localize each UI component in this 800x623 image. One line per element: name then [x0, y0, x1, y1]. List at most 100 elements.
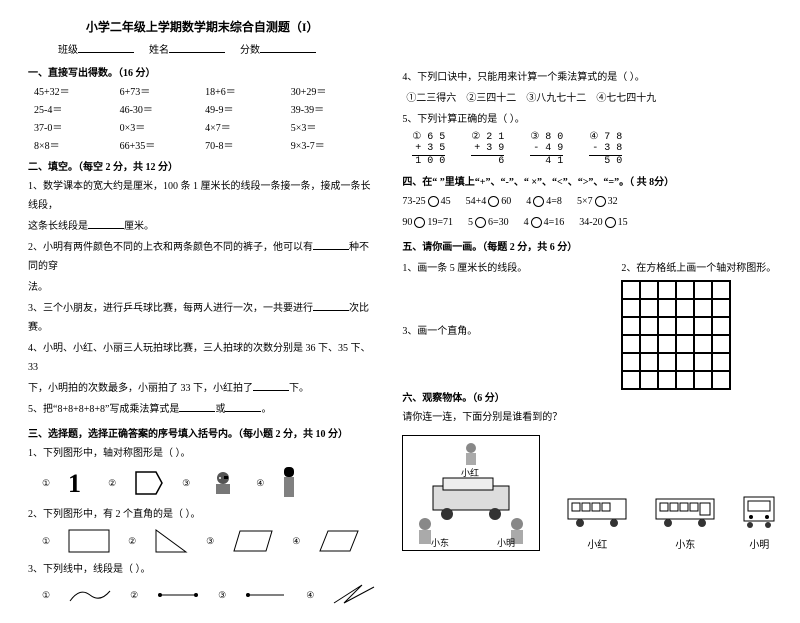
b: - 3 8	[589, 143, 622, 154]
text: 厘米。	[124, 221, 154, 232]
svg-text:1: 1	[68, 470, 81, 496]
s5-heading: 五、请你画一画。（每题 2 分，共 6 分）	[402, 238, 776, 253]
t: 60	[501, 196, 511, 207]
t: 5	[468, 217, 473, 228]
trapezoid-icon	[232, 529, 274, 553]
rectangle-icon	[68, 529, 110, 553]
label: 小东	[654, 536, 716, 551]
s1-cell: 9×3-7＝	[291, 137, 377, 152]
observation-row: 小红 小东 小明 小红 小东 小明	[402, 435, 776, 551]
grid-6x6[interactable]	[621, 280, 731, 390]
text: 。	[261, 404, 271, 415]
s1-cell: 45+32＝	[34, 83, 120, 98]
s2-q2c: 法。	[28, 278, 376, 297]
score-blank[interactable]	[260, 42, 316, 53]
opt: ②三四十二	[466, 93, 516, 104]
s6-heading: 六、观察物体。（6 分）	[402, 389, 621, 404]
s1-cell: 70-8＝	[205, 137, 291, 152]
s5-q3: 3、画一个直角。	[402, 322, 621, 341]
s5-q2: 2、在方格纸上画一个轴对称图形。	[621, 259, 776, 278]
text: 1、数学课本的宽大约是厘米，100 条 1 厘米长的线段一条接一条，接成一条长线…	[28, 181, 371, 211]
n: ①	[412, 132, 421, 143]
opt2: ②	[108, 478, 116, 489]
blank[interactable]	[313, 300, 349, 311]
circle-blank[interactable]	[428, 196, 439, 207]
scene-br-label: 小明	[497, 538, 515, 548]
bus-side-icon	[566, 493, 628, 529]
text: 2、小明有两件颜色不同的上衣和两条颜色不同的裤子，他可以有	[28, 242, 313, 253]
r: 1 0 0	[412, 156, 445, 167]
blank[interactable]	[225, 401, 261, 412]
class-label: 班级	[58, 45, 78, 56]
a: 8 0	[545, 132, 563, 143]
opt4: ④	[292, 536, 300, 547]
circle-blank[interactable]	[605, 217, 616, 228]
s1-cell: 66+35＝	[120, 137, 206, 152]
circle-blank[interactable]	[475, 217, 486, 228]
blank[interactable]	[88, 218, 124, 229]
s2-q1b: 这条长线段是 厘米。	[28, 217, 376, 236]
t: 19=71	[427, 217, 453, 228]
opt3: ③	[206, 536, 214, 547]
s3-q1: 1、下列图形中，轴对称图形是（ ）。	[28, 444, 376, 463]
circle-blank[interactable]	[595, 196, 606, 207]
header-line: 班级 姓名 分数	[28, 41, 376, 56]
r: 5 0	[589, 156, 622, 167]
bus-front-icon	[742, 493, 776, 529]
t: 45	[441, 196, 451, 207]
blank[interactable]	[253, 380, 289, 391]
s2-q3: 3、三个小朋友，进行乒乓球比赛，每两人进行一次，一共要进行次比赛。	[28, 299, 376, 337]
opt2: ②	[130, 590, 138, 601]
opt1: ①	[42, 536, 50, 547]
t: 32	[608, 196, 618, 207]
a: 2 1	[486, 132, 504, 143]
opt4: ④	[306, 590, 314, 601]
vcalc: ① 6 5+ 3 51 0 0	[412, 131, 445, 167]
opt3: ③	[182, 478, 190, 489]
circle-blank[interactable]	[533, 196, 544, 207]
text: 法。	[28, 282, 48, 293]
s2-heading: 二、填空。（每空 2 分，共 12 分）	[28, 158, 376, 173]
page-title: 小学二年级上学期数学期末综合自测题（I）	[28, 18, 376, 35]
t: 73-25	[402, 196, 425, 207]
t: 34-20	[579, 217, 602, 228]
s3-q2-shapes: ① ② ③ ④	[42, 528, 376, 554]
circle-blank[interactable]	[414, 217, 425, 228]
s5-q1: 1、画一条 5 厘米长的线段。	[402, 259, 621, 278]
label: 小红	[566, 536, 628, 551]
text: 3、三个小朋友，进行乒乓球比赛，每两人进行一次，一共要进行	[28, 303, 313, 314]
b: + 3 9	[471, 143, 504, 154]
s2-q1: 1、数学课本的宽大约是厘米，100 条 1 厘米长的线段一条接一条，接成一条长线…	[28, 177, 376, 215]
s1-cell: 6+73＝	[120, 83, 206, 98]
n: ④	[589, 132, 598, 143]
s1-heading: 一、直接写出得数。（16 分）	[28, 64, 376, 79]
blank[interactable]	[313, 239, 349, 250]
s1-cell: 39-39＝	[291, 101, 377, 116]
text: 下，小明拍的次数最多，小丽拍了 33 下，小红拍了	[28, 383, 253, 394]
s1-grid: 45+32＝6+73＝18+6＝30+29＝ 25-4＝46-30＝49-9＝3…	[28, 83, 376, 152]
pentagon-icon	[134, 470, 164, 496]
circle-blank[interactable]	[531, 217, 542, 228]
segment-icon	[156, 585, 200, 605]
vcalc: ④ 7 8- 3 85 0	[589, 131, 622, 167]
class-blank[interactable]	[78, 42, 134, 53]
text: 这条长线段是	[28, 221, 88, 232]
text: 4、小明、小红、小丽三人玩拍球比赛，三人拍球的次数分别是 36 下、35 下、3…	[28, 343, 371, 373]
digit-one-icon: 1	[68, 470, 90, 496]
b: + 3 5	[412, 143, 445, 154]
s2-q4: 4、小明、小红、小丽三人玩拍球比赛，三人拍球的次数分别是 36 下、35 下、3…	[28, 339, 376, 377]
blank[interactable]	[179, 401, 215, 412]
opt3: ③	[218, 590, 226, 601]
opt4: ④	[256, 478, 264, 489]
t: 6=30	[488, 217, 509, 228]
s3-q5: 5、下列计算正确的是（ ）。	[402, 110, 776, 129]
circle-blank[interactable]	[488, 196, 499, 207]
bus-view-1: 小红	[566, 493, 628, 551]
opt2: ②	[128, 536, 136, 547]
opt1: ①	[42, 590, 50, 601]
opt: ④七七四十九	[596, 93, 656, 104]
s1-cell: 30+29＝	[291, 83, 377, 98]
t: 4	[524, 217, 529, 228]
name-blank[interactable]	[169, 42, 225, 53]
comb-icon	[282, 467, 296, 499]
